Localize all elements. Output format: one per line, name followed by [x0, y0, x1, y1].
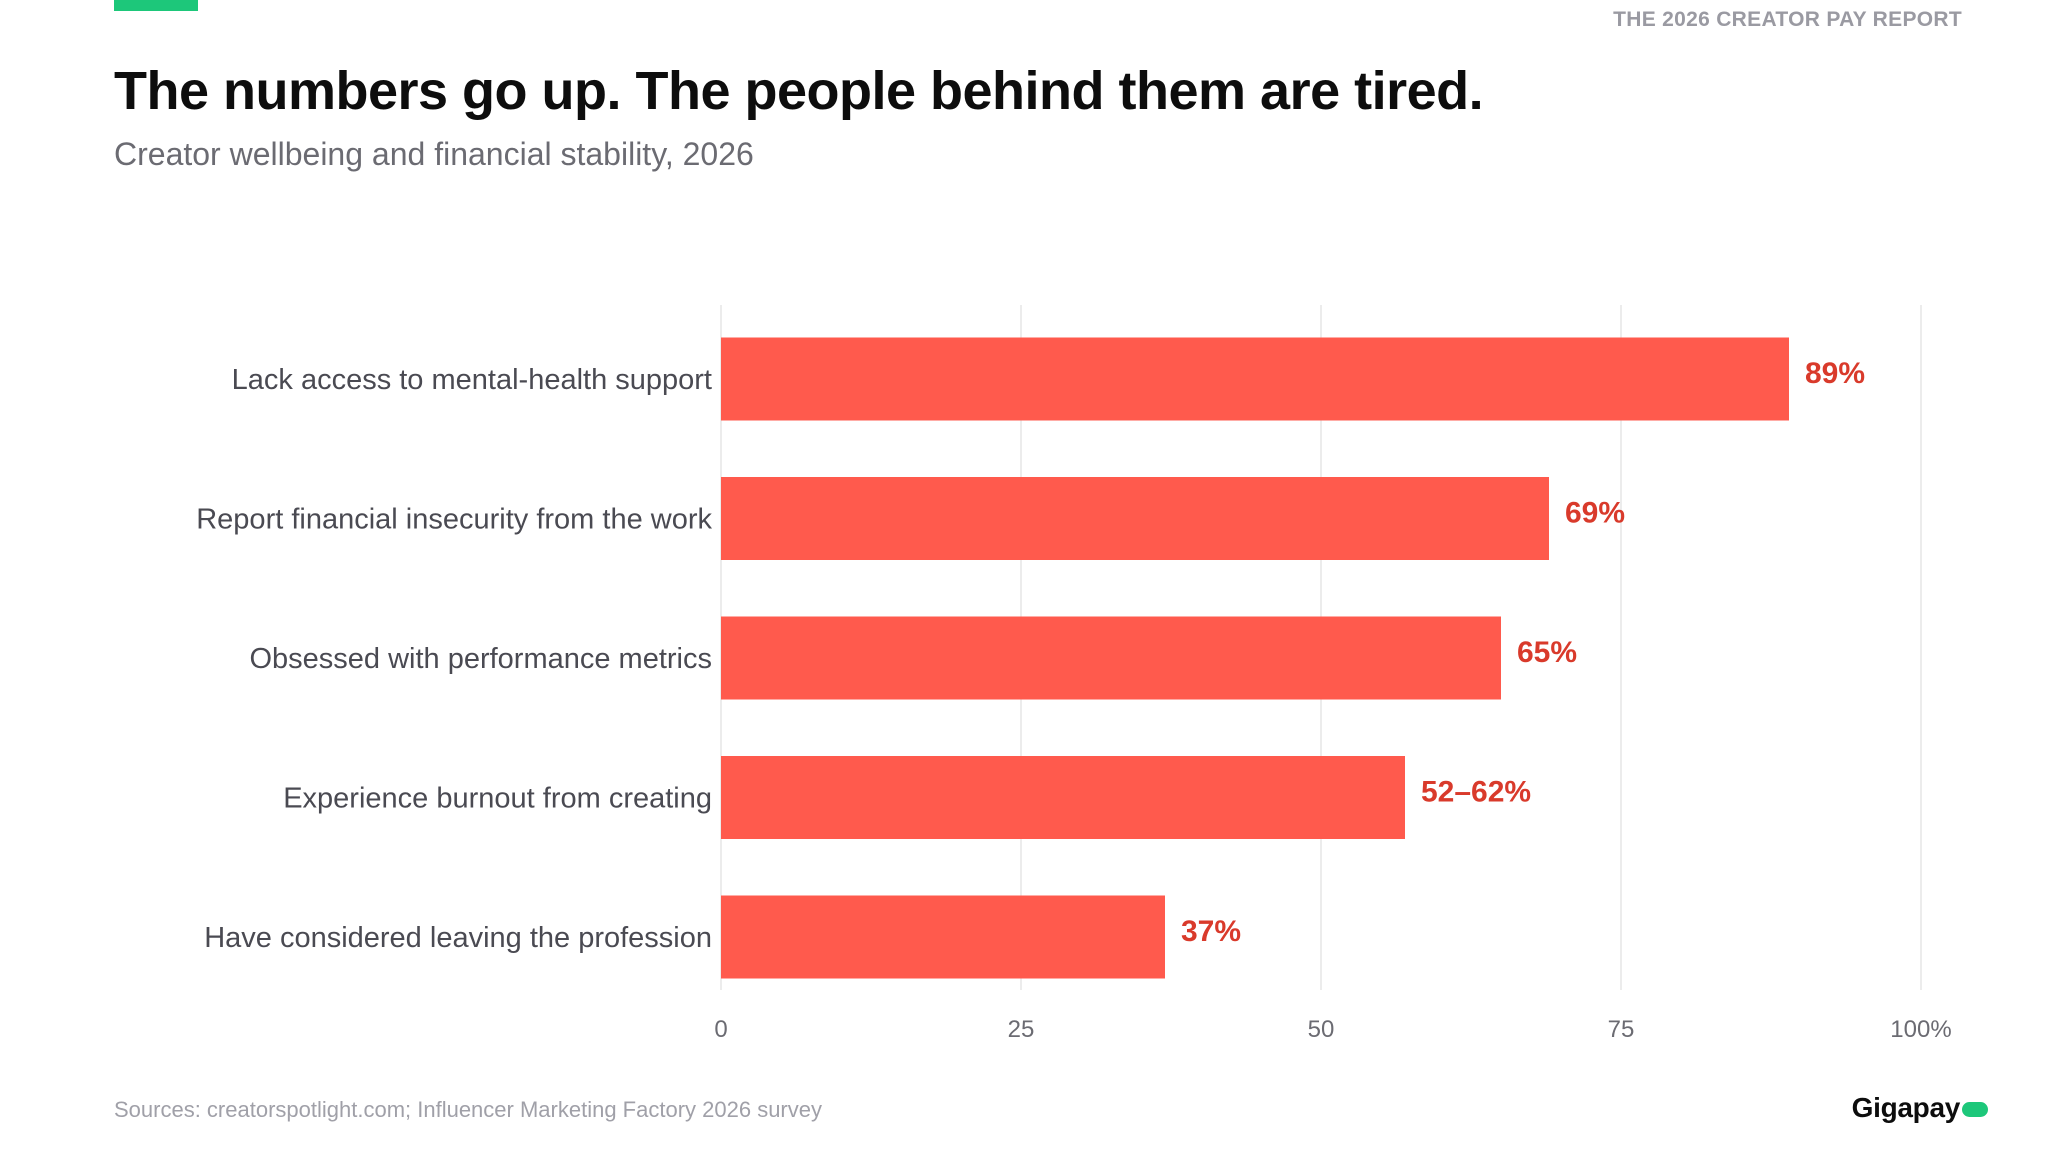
x-tick-label: 25 — [1008, 1016, 1035, 1043]
labels: 0 25 50 75 100% Lack access to mental-health … — [196, 357, 1951, 1043]
category-label: Lack access to mental-health support — [232, 364, 712, 396]
chart-subtitle: Creator wellbeing and financial stabilit… — [114, 136, 754, 172]
x-tick-label: 0 — [714, 1016, 727, 1043]
data-label: 37% — [1181, 915, 1241, 948]
bar — [721, 337, 1789, 421]
category-label: Experience burnout from creating — [283, 783, 712, 815]
x-tick-label: 100% — [1890, 1016, 1951, 1043]
logo-text: Gigapay — [1851, 1092, 1961, 1123]
sources-note: Sources: creatorspotlight.com; Influence… — [114, 1097, 822, 1122]
bar — [721, 477, 1549, 560]
bar — [721, 756, 1405, 839]
data-label: 69% — [1565, 497, 1625, 530]
report-label: THE 2026 CREATOR PAY REPORT — [1613, 8, 1962, 31]
category-label: Obsessed with performance metrics — [249, 643, 712, 675]
bar — [721, 895, 1165, 979]
data-label: 65% — [1517, 636, 1577, 669]
category-label: Report financial insecurity from the wor… — [196, 504, 712, 536]
logo-pill-icon — [1962, 1101, 1988, 1117]
accent-bar — [114, 0, 198, 11]
data-label: 89% — [1805, 357, 1865, 390]
bars — [721, 337, 1789, 979]
chart-title: The numbers go up. The people behind the… — [114, 61, 1484, 121]
x-tick-label: 75 — [1608, 1016, 1635, 1043]
gigapay-logo: Gigapay — [1852, 1092, 1988, 1124]
x-tick-label: 50 — [1308, 1016, 1335, 1043]
bar — [721, 616, 1501, 700]
data-label: 52–62% — [1421, 776, 1531, 809]
category-label: Have considered leaving the profession — [204, 922, 712, 954]
